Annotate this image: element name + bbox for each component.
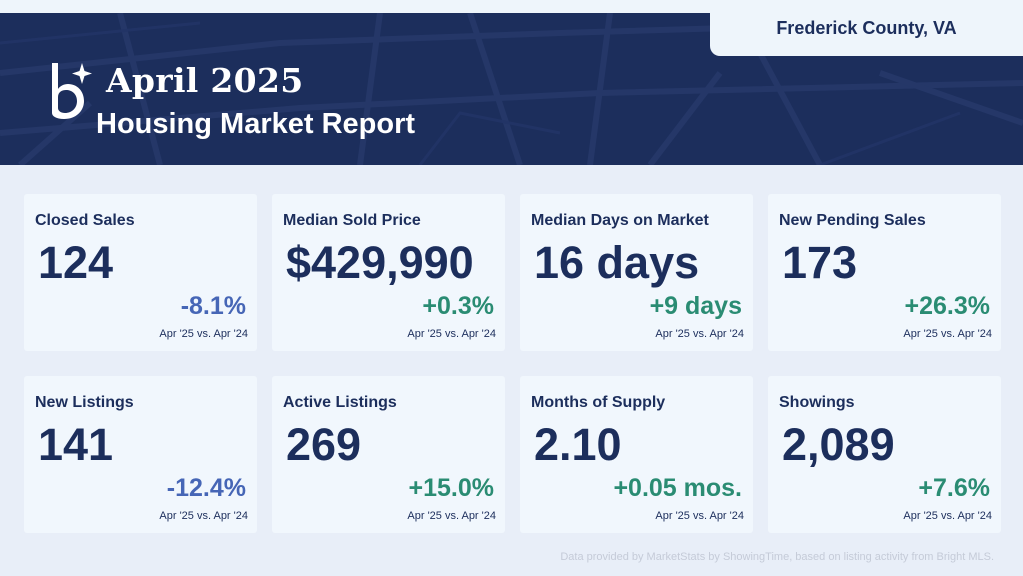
report-header: April 2025 Housing Market Report	[0, 13, 1023, 165]
metric-label: New Pending Sales	[779, 212, 926, 229]
metric-value: 173	[782, 237, 858, 288]
metric-label: Months of Supply	[531, 394, 666, 411]
metric-card-months-of-supply: Months of Supply 2.10 +0.05 mos. Apr '25…	[520, 376, 753, 533]
metric-label: Active Listings	[283, 394, 397, 411]
metric-card-median-days-on-market: Median Days on Market 16 days +9 days Ap…	[520, 194, 753, 351]
metric-change: +0.3%	[422, 292, 494, 320]
metric-card-showings: Showings 2,089 +7.6% Apr '25 vs. Apr '24	[768, 376, 1001, 533]
metric-value: 124	[38, 237, 114, 288]
metric-comparison: Apr '25 vs. Apr '24	[655, 510, 744, 522]
metric-label: Median Sold Price	[283, 212, 421, 229]
metric-comparison: Apr '25 vs. Apr '24	[903, 510, 992, 522]
report-month-title: April 2025	[106, 61, 304, 100]
metric-card-active-listings: Active Listings 269 +15.0% Apr '25 vs. A…	[272, 376, 505, 533]
metric-label: Closed Sales	[35, 212, 135, 229]
metric-change: -12.4%	[166, 474, 246, 502]
metric-value: 141	[38, 419, 114, 470]
metric-value: 269	[286, 419, 362, 470]
data-source-note: Data provided by MarketStats by ShowingT…	[560, 551, 994, 563]
metric-value: 16 days	[534, 237, 700, 288]
metric-label: Showings	[779, 394, 855, 411]
brand-logo-icon	[52, 63, 92, 119]
metric-label: Median Days on Market	[531, 212, 709, 229]
metric-change: +0.05 mos.	[613, 474, 742, 502]
metric-change: +26.3%	[904, 292, 991, 320]
metric-change: -8.1%	[180, 292, 246, 320]
metric-comparison: Apr '25 vs. Apr '24	[903, 328, 992, 340]
metric-comparison: Apr '25 vs. Apr '24	[407, 510, 496, 522]
metric-value: 2,089	[782, 419, 895, 470]
metric-comparison: Apr '25 vs. Apr '24	[159, 510, 248, 522]
metric-card-new-pending-sales: New Pending Sales 173 +26.3% Apr '25 vs.…	[768, 194, 1001, 351]
location-label: Frederick County, VA	[710, 0, 1023, 56]
metric-comparison: Apr '25 vs. Apr '24	[159, 328, 248, 340]
metric-change: +7.6%	[918, 474, 990, 502]
metric-comparison: Apr '25 vs. Apr '24	[407, 328, 496, 340]
metric-card-new-listings: New Listings 141 -12.4% Apr '25 vs. Apr …	[24, 376, 257, 533]
metric-change: +9 days	[649, 292, 742, 320]
report-subtitle: Housing Market Report	[96, 108, 416, 140]
metric-label: New Listings	[35, 394, 134, 411]
metric-change: +15.0%	[408, 474, 495, 502]
metric-card-median-sold-price: Median Sold Price $429,990 +0.3% Apr '25…	[272, 194, 505, 351]
metric-card-closed-sales: Closed Sales 124 -8.1% Apr '25 vs. Apr '…	[24, 194, 257, 351]
metric-value: $429,990	[286, 237, 474, 288]
metric-comparison: Apr '25 vs. Apr '24	[655, 328, 744, 340]
metric-value: 2.10	[534, 419, 622, 470]
